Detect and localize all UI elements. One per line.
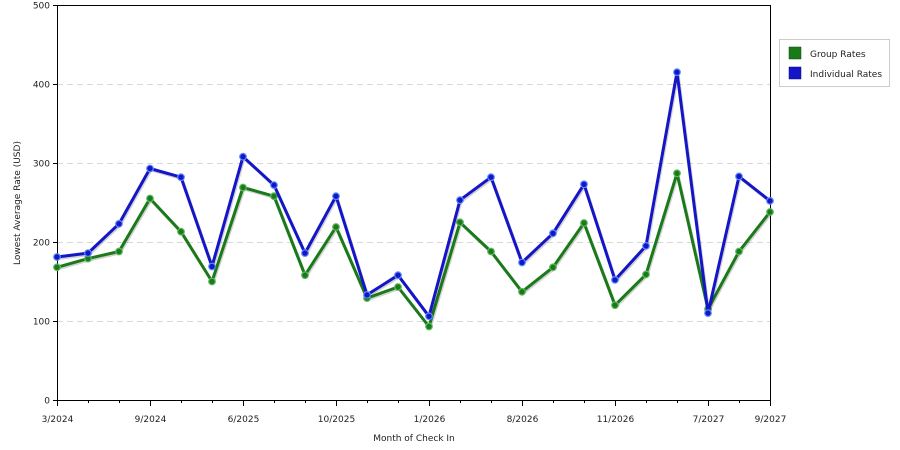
data-point-group-rates-9 [332,223,340,231]
data-point-individual-rates-16 [549,229,557,238]
data-point-group-rates-17 [580,219,588,227]
series-group-rates [53,169,774,331]
data-point-individual-rates-22 [735,172,743,181]
series-individual-rates [53,68,774,321]
data-point-group-rates-3 [146,194,154,203]
legend-label-group-rates: Group Rates [810,50,866,60]
data-point-individual-rates-21 [704,309,712,318]
data-point-individual-rates-2 [115,219,123,228]
x-tick-label-9-2027: 9/2027 [755,415,787,425]
data-point-group-rates-6 [239,183,247,192]
data-point-individual-rates-1 [84,249,92,258]
axes [53,5,771,406]
x-tick-label-11-2026: 11/2026 [597,415,635,425]
data-point-group-rates-8 [301,271,309,280]
data-point-group-rates-20 [673,169,681,178]
data-point-individual-rates-7 [270,181,278,190]
data-point-group-rates-11 [394,283,402,291]
data-point-group-rates-4 [177,227,185,236]
y-tick-label-200: 200 [33,239,50,249]
series-line-group-rates [56,171,772,328]
x-tick-label-6-2025: 6/2025 [228,415,260,425]
data-point-group-rates-19 [642,270,650,279]
data-point-individual-rates-4 [177,173,185,182]
y-tick-label-300: 300 [33,160,50,170]
legend-swatch-individual-rates [788,66,802,80]
x-tick-label-7-2027: 7/2027 [693,415,725,425]
y-tick-label-400: 400 [33,81,50,91]
x-tick-label-3-2024: 3/2024 [42,415,74,425]
data-point-individual-rates-18 [611,276,619,284]
y-tick-label-500: 500 [33,2,50,12]
legend: Group Rates Individual Rates [779,39,890,87]
y-tick-label-100: 100 [33,318,50,328]
tick-labels: 0 100 200 300 400 500 3/2024 9/2024 6/2025 10/202… [33,2,787,426]
data-point-individual-rates-15 [518,258,526,267]
data-point-group-rates-2 [115,247,123,256]
data-point-group-rates-13 [456,218,464,227]
data-point-group-rates-12 [425,322,433,331]
data-point-individual-rates-14 [487,173,495,182]
data-point-individual-rates-19 [642,241,650,250]
data-point-individual-rates-10 [363,291,371,299]
series-line-individual-rates [56,70,771,318]
data-point-individual-rates-17 [580,180,588,189]
data-point-individual-rates-20 [673,68,681,77]
data-point-group-rates-15 [518,287,526,296]
x-tick-label-10-2025: 10/2025 [318,415,355,425]
data-point-group-rates-18 [611,301,619,310]
plot-area [57,5,770,400]
data-point-group-rates-22 [735,247,743,256]
data-point-individual-rates-0 [53,253,61,261]
data-point-individual-rates-13 [456,196,464,205]
x-axis-title: Month of Check In [373,434,455,444]
x-tick-label-1-2026: 1/2026 [414,415,446,425]
grid-lines [57,5,770,400]
data-point-individual-rates-23 [766,196,774,205]
data-point-individual-rates-12 [425,312,433,321]
data-point-individual-rates-3 [146,164,154,173]
legend-label-individual-rates: Individual Rates [810,70,882,80]
data-point-group-rates-7 [270,192,278,201]
data-point-individual-rates-8 [301,249,309,258]
legend-swatch-group-rates [788,46,802,60]
data-point-group-rates-23 [766,208,774,216]
data-point-group-rates-0 [53,263,61,272]
x-tick-label-8-2026: 8/2026 [507,415,539,425]
data-point-individual-rates-6 [239,152,247,161]
data-point-individual-rates-9 [332,192,340,201]
x-tick-label-9-2024: 9/2024 [135,415,167,425]
y-tick-label-0: 0 [44,397,50,407]
data-point-individual-rates-11 [394,271,402,280]
data-point-group-rates-5 [208,277,216,286]
series-layer [53,68,774,331]
data-point-group-rates-14 [487,247,495,256]
data-point-individual-rates-5 [208,262,216,271]
y-axis-title: Lowest Average Rate (USD) [13,141,23,265]
data-point-group-rates-16 [549,263,557,272]
